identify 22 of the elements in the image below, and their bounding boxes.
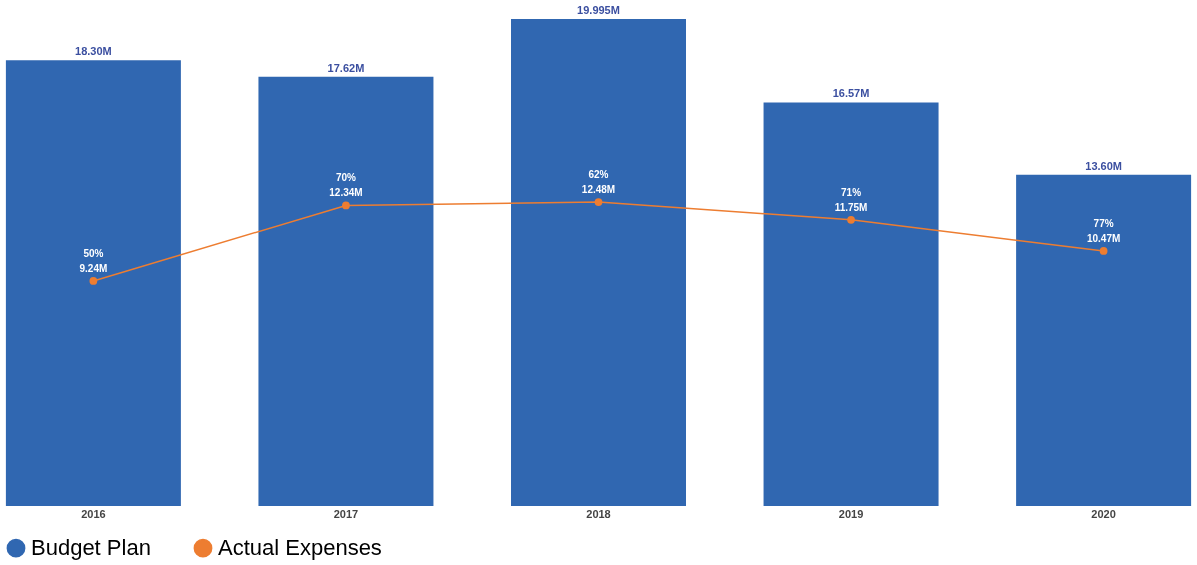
data-label: 16.57M <box>832 87 870 100</box>
x-tick-label: 2017 <box>333 507 359 520</box>
annotation: 77% <box>1093 217 1114 229</box>
data-label: 12.34M <box>329 187 363 199</box>
data-label: 13.60M <box>1085 159 1122 172</box>
data-label: 18.30M <box>75 45 112 58</box>
x-tick-label: 2019 <box>838 507 864 520</box>
annotation: 70% <box>335 172 357 184</box>
data-label: 19.995M <box>577 4 620 16</box>
data-label: 9.24M <box>79 262 108 274</box>
data-label: 12.48M <box>581 184 616 196</box>
data-label: 10.47M <box>1086 232 1121 244</box>
legend-label: Budget Plan <box>31 535 151 561</box>
data-label: 17.62M <box>327 61 365 74</box>
annotation: 71% <box>841 186 862 198</box>
data-label: 11.75M <box>834 201 868 213</box>
x-tick-label: 2016 <box>81 507 106 520</box>
x-tick-label: 2018 <box>586 507 611 520</box>
annotation: 50% <box>83 247 104 259</box>
x-tick-label: 2020 <box>1091 507 1116 520</box>
legend-label: Actual Expenses <box>218 535 382 561</box>
annotation: 62% <box>588 169 609 181</box>
